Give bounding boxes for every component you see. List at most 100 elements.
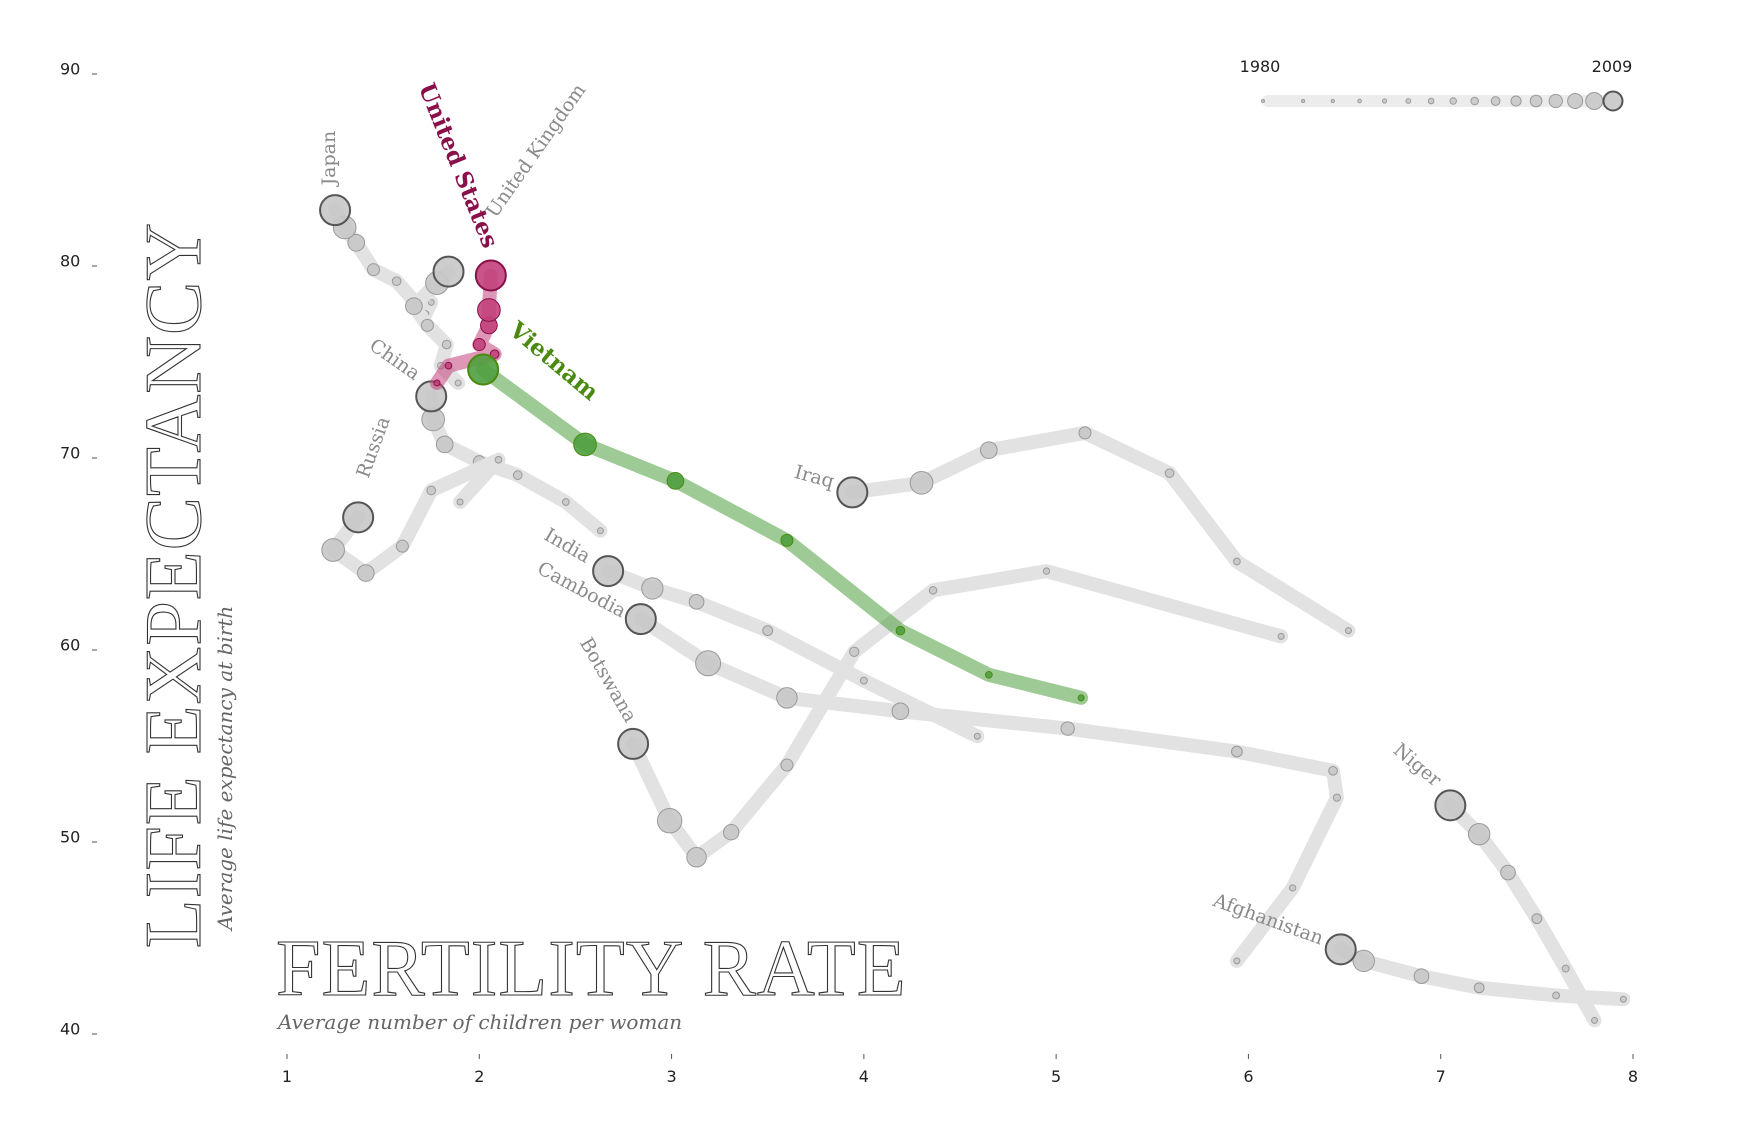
legend-circle [1449, 97, 1457, 105]
country-label: China [365, 334, 424, 384]
point [641, 577, 664, 600]
point [1500, 864, 1516, 881]
point [928, 586, 938, 595]
point [444, 361, 453, 370]
x-tick-label: 4 [859, 1067, 869, 1086]
point [494, 455, 503, 464]
x-tick-label: 8 [1628, 1067, 1638, 1086]
point [1164, 468, 1175, 479]
y-tick-label: 40 [60, 1020, 80, 1039]
point [391, 276, 402, 287]
legend-start: 1980 [1240, 57, 1281, 76]
y-axis-subtitle: Average life expectancy at birth [213, 606, 237, 932]
point [1561, 964, 1570, 973]
point [357, 564, 375, 582]
point [405, 297, 423, 315]
point [686, 846, 707, 868]
country-label: Iraq [792, 461, 836, 493]
point [1332, 793, 1341, 802]
point [776, 687, 798, 709]
legend-circle [1330, 98, 1335, 104]
point [474, 259, 507, 292]
series: United States [413, 79, 507, 390]
legend-circle [1301, 98, 1306, 104]
country-label: Afghanistan [1209, 889, 1326, 949]
point [596, 527, 604, 535]
point [656, 808, 683, 834]
y-tick-label: 80 [60, 252, 80, 271]
x-tick-label: 6 [1243, 1067, 1253, 1086]
point [592, 555, 625, 588]
point [367, 263, 381, 277]
point [1233, 557, 1241, 566]
legend-circle [1470, 96, 1479, 106]
x-tick-label: 7 [1436, 1067, 1446, 1086]
point [1344, 627, 1352, 635]
country-label: Niger [1389, 739, 1446, 792]
country-label: Botswana [575, 634, 641, 726]
point [561, 498, 570, 506]
country-label: United Kingdom [482, 80, 590, 222]
point [1233, 957, 1241, 965]
point [722, 824, 740, 841]
point [1328, 765, 1338, 776]
point [427, 298, 435, 306]
point [347, 233, 366, 252]
point [973, 732, 981, 740]
point [1078, 426, 1092, 440]
trail [633, 612, 1344, 968]
y-tick-label: 50 [60, 828, 80, 847]
point [617, 727, 650, 760]
point [435, 435, 454, 454]
y-tick-label: 70 [60, 444, 80, 463]
legend-end: 2009 [1592, 57, 1633, 76]
legend-circle [1382, 98, 1388, 104]
point [1413, 968, 1430, 985]
x-axis-subtitle: Average number of children per woman [276, 1010, 682, 1034]
point [909, 470, 934, 495]
point [512, 470, 523, 480]
point [395, 539, 409, 553]
series: Russia [321, 414, 506, 582]
point [319, 194, 352, 227]
point [433, 379, 441, 387]
point [1277, 632, 1285, 640]
point [467, 353, 500, 386]
y-tick-label: 60 [60, 636, 80, 655]
trail [424, 389, 608, 538]
point [426, 485, 437, 496]
point [985, 670, 993, 679]
point [321, 538, 345, 562]
legend-circle [1427, 97, 1435, 105]
point [688, 594, 705, 610]
legend-circle [1357, 98, 1362, 104]
point [1473, 982, 1485, 994]
legend-circle [1602, 90, 1624, 112]
x-axis-title: FERTILITY RATE [276, 925, 907, 1013]
point [477, 298, 501, 322]
point [454, 379, 462, 387]
point [895, 625, 906, 636]
point [980, 441, 998, 459]
point [573, 432, 597, 457]
legend-circle [1490, 96, 1501, 106]
point [1077, 694, 1085, 702]
legend-circle [1585, 92, 1604, 110]
point [1591, 1016, 1599, 1024]
point [1434, 789, 1467, 822]
trail [476, 362, 1089, 705]
point [666, 472, 685, 490]
legend-trail [1262, 95, 1614, 107]
series: Iraq [792, 425, 1356, 638]
legend-circles [1261, 90, 1624, 112]
series: Vietnam [467, 316, 1089, 705]
x-tick-label: 2 [474, 1067, 484, 1086]
point [1619, 995, 1627, 1003]
y-tick-label: 90 [60, 60, 80, 79]
point [891, 702, 910, 721]
point [859, 676, 868, 685]
legend-circle [1405, 98, 1412, 104]
x-tick-label: 5 [1051, 1067, 1061, 1086]
country-label: United States [413, 79, 504, 252]
